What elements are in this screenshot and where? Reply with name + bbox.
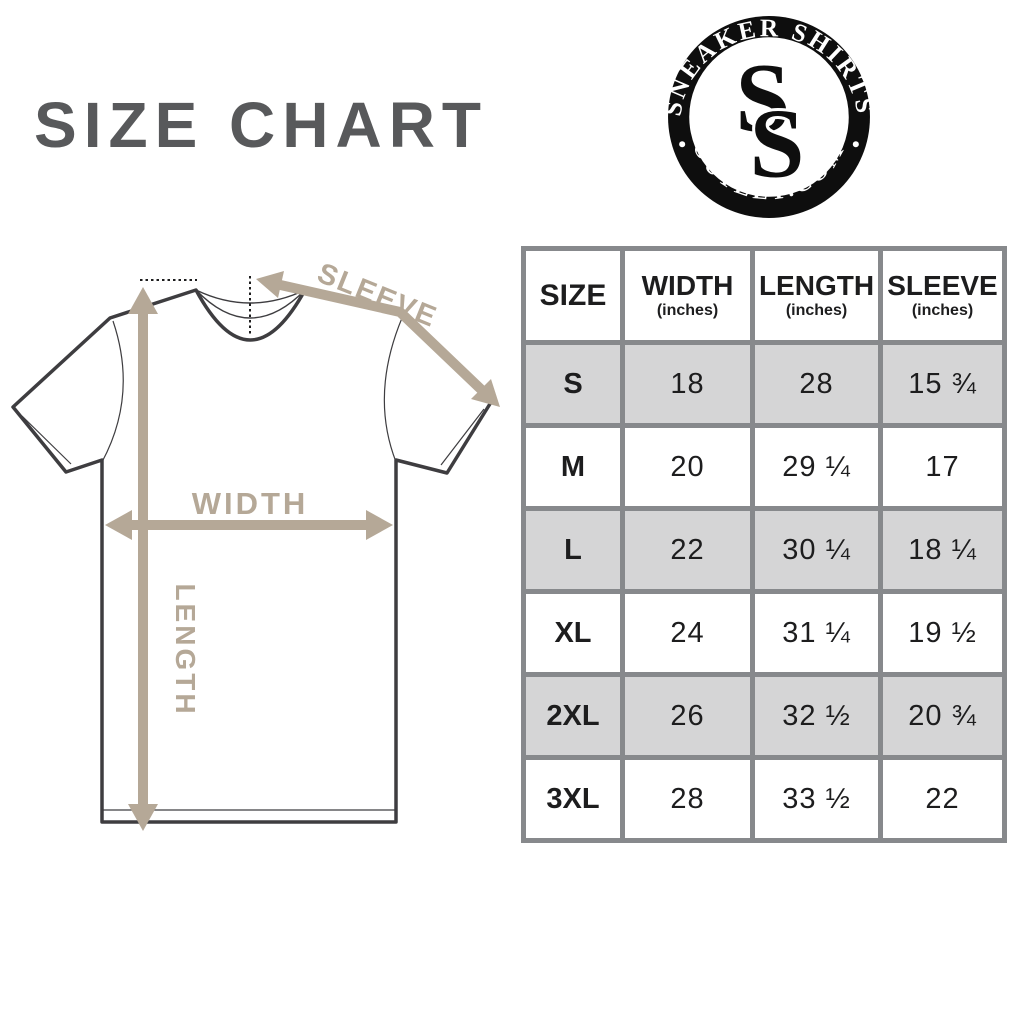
right-cuff-line bbox=[440, 408, 485, 466]
cell-size: M bbox=[521, 423, 625, 511]
logo-separator-dot-left bbox=[679, 141, 686, 148]
table-header-row: SIZE WIDTH (inches) LENGTH (inches) SLEE… bbox=[521, 246, 1007, 345]
right-armhole-seam bbox=[383, 317, 403, 463]
monogram-s-top: S bbox=[735, 44, 790, 153]
left-cuff-line bbox=[21, 415, 72, 465]
length-label: LENGTH bbox=[170, 583, 201, 716]
length-arrow bbox=[128, 287, 158, 831]
cell-width: 26 bbox=[620, 672, 755, 760]
header-length-unit: (inches) bbox=[785, 301, 848, 319]
cell-sleeve: 19 ½ bbox=[878, 589, 1007, 677]
header-width-label: WIDTH bbox=[641, 269, 734, 301]
cell-length: 29 ¼ bbox=[750, 423, 883, 511]
header-size-label: SIZE bbox=[539, 278, 607, 312]
header-length-label: LENGTH bbox=[758, 269, 875, 301]
monogram-s-bottom: S bbox=[750, 90, 805, 199]
header-size: SIZE bbox=[521, 246, 625, 345]
header-length: LENGTH (inches) bbox=[750, 246, 883, 345]
page-title: SIZE CHART bbox=[34, 89, 488, 161]
cell-sleeve: 22 bbox=[878, 755, 1007, 843]
table-row-3xl: 3XL 28 33 ½ 22 bbox=[521, 755, 1007, 843]
tshirt-outline bbox=[11, 288, 495, 824]
cell-sleeve: 18 ¼ bbox=[878, 506, 1007, 594]
table-row-s: S 18 28 15 ¾ bbox=[521, 340, 1007, 428]
cell-sleeve: 15 ¾ bbox=[878, 340, 1007, 428]
width-label: WIDTH bbox=[192, 486, 309, 521]
cell-size: XL bbox=[521, 589, 625, 677]
header-width: WIDTH (inches) bbox=[620, 246, 755, 345]
size-chart-table: SIZE WIDTH (inches) LENGTH (inches) SLEE… bbox=[521, 246, 1007, 843]
cell-length: 33 ½ bbox=[750, 755, 883, 843]
cell-size: L bbox=[521, 506, 625, 594]
table-row-xl: XL 24 31 ¼ 19 ½ bbox=[521, 589, 1007, 677]
width-arrow bbox=[105, 510, 393, 540]
cell-sleeve: 17 bbox=[878, 423, 1007, 511]
logo-separator-dot-right bbox=[852, 141, 859, 148]
cell-size: S bbox=[521, 340, 625, 428]
logo-ss-monogram: S S bbox=[735, 44, 807, 201]
table-row-l: L 22 30 ¼ 18 ¼ bbox=[521, 506, 1007, 594]
cell-size: 2XL bbox=[521, 672, 625, 760]
table-row-2xl: 2XL 26 32 ½ 20 ¾ bbox=[521, 672, 1007, 760]
tshirt-measurement-diagram: SLEEVE WIDTH LENGTH bbox=[11, 257, 500, 831]
cell-width: 24 bbox=[620, 589, 755, 677]
header-sleeve: SLEEVE (inches) bbox=[878, 246, 1007, 345]
header-sleeve-label: SLEEVE bbox=[887, 269, 998, 301]
cell-size: 3XL bbox=[521, 755, 625, 843]
left-armhole-seam bbox=[101, 320, 124, 463]
sleeve-arrow bbox=[256, 271, 500, 407]
cell-width: 18 bbox=[620, 340, 755, 428]
header-width-unit: (inches) bbox=[656, 301, 719, 319]
table-row-m: M 20 29 ¼ 17 bbox=[521, 423, 1007, 511]
header-sleeve-unit: (inches) bbox=[911, 301, 974, 319]
cell-sleeve: 20 ¾ bbox=[878, 672, 1007, 760]
cell-width: 22 bbox=[620, 506, 755, 594]
collar-back-line bbox=[195, 289, 306, 304]
cell-width: 28 bbox=[620, 755, 755, 843]
cell-width: 20 bbox=[620, 423, 755, 511]
brand-logo: SNEAKER SHIRTS OUTLET.COM S S bbox=[664, 15, 874, 218]
collar-band-line bbox=[195, 289, 306, 319]
cell-length: 32 ½ bbox=[750, 672, 883, 760]
logo-inner-circle bbox=[689, 37, 849, 197]
cell-length: 28 bbox=[750, 340, 883, 428]
cell-length: 30 ¼ bbox=[750, 506, 883, 594]
cell-length: 31 ¼ bbox=[750, 589, 883, 677]
